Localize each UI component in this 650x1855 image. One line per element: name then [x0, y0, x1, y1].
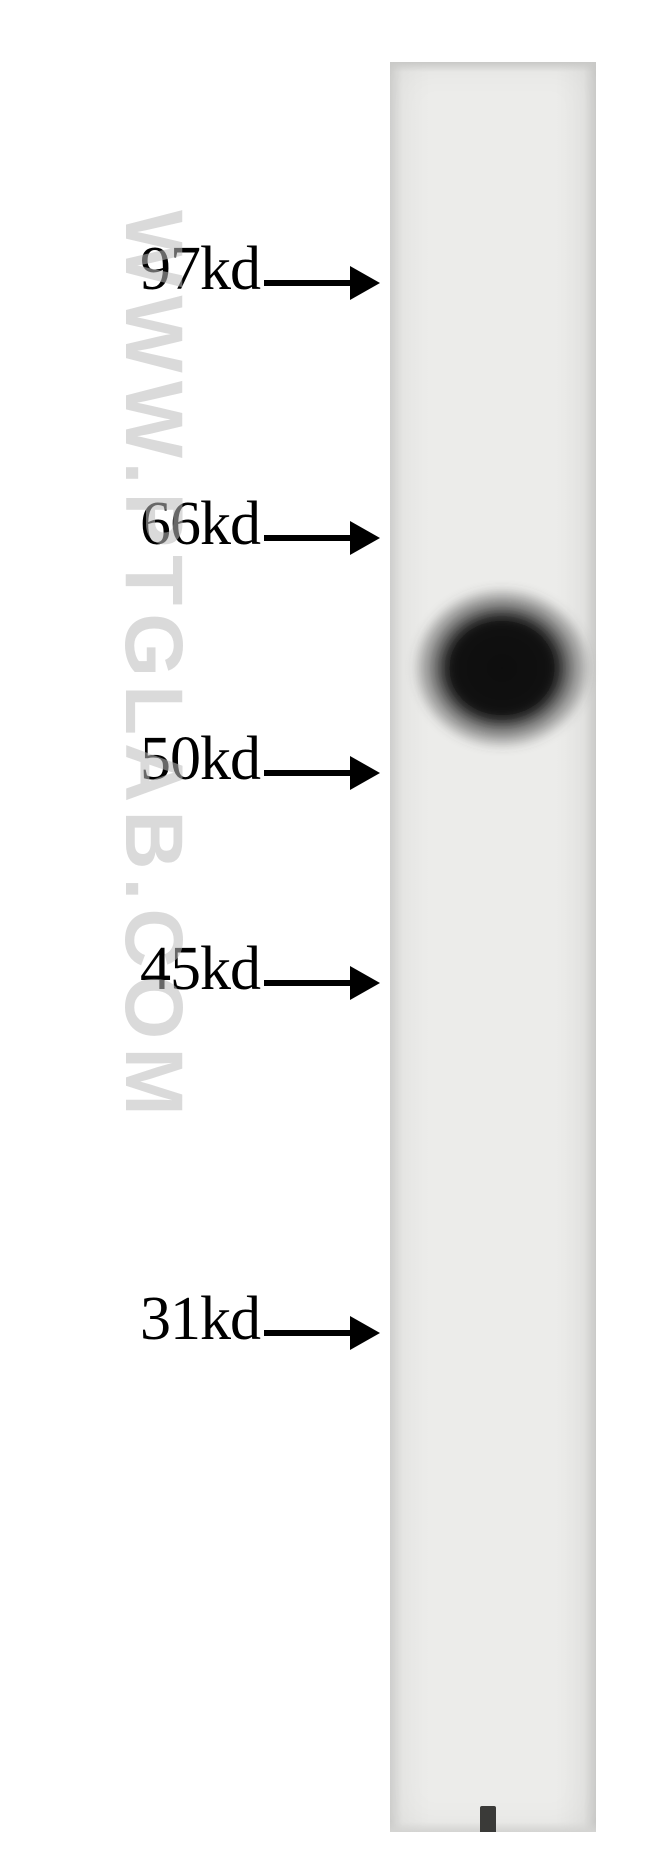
lane-bottom-tick [480, 1806, 496, 1832]
arrow-right-icon [264, 756, 380, 790]
arrow-right-icon [264, 1316, 380, 1350]
mw-marker-label: 97kd [140, 238, 260, 300]
western-blot-figure: 97kd66kd50kd45kd31kd WWW.PTGLAB.COM [0, 0, 650, 1855]
blot-lane [390, 62, 596, 1832]
mw-marker-label: 45kd [140, 938, 260, 1000]
mw-marker-label: 31kd [140, 1288, 260, 1350]
arrow-right-icon [264, 521, 380, 555]
mw-marker-label: 50kd [140, 728, 260, 790]
blot-band [373, 551, 631, 785]
arrow-right-icon [264, 966, 380, 1000]
arrow-right-icon [264, 266, 380, 300]
mw-marker-label: 66kd [140, 493, 260, 555]
